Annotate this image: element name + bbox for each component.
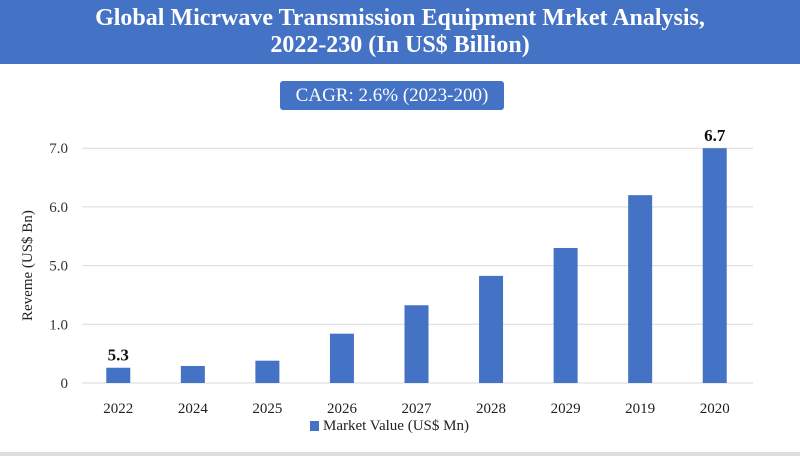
- x-tick-label: 2022: [103, 401, 133, 417]
- legend-label: Market Value (US$ Mn): [323, 418, 469, 434]
- x-tick-label: 2028: [476, 401, 506, 417]
- data-label: 5.3: [108, 346, 129, 365]
- x-tick-label: 2020: [700, 401, 730, 417]
- x-tick-label: 2025: [252, 401, 282, 417]
- bar-2025: [255, 360, 280, 383]
- x-tick-label: 2027: [402, 401, 433, 417]
- y-axis-label: Reveme (US$ Bn): [20, 210, 36, 321]
- bottom-border: [0, 452, 800, 456]
- bar-2024: [180, 365, 205, 383]
- bar-2029: [553, 247, 578, 383]
- y-tick-label: 1.0: [49, 317, 68, 333]
- y-tick-label: 7.0: [49, 141, 68, 157]
- bar-2028: [479, 275, 504, 383]
- bar-2022: [106, 367, 131, 383]
- chart-title-line2: 2022-230 (In US$ Billion): [270, 32, 530, 58]
- x-tick-label: 2024: [178, 401, 209, 417]
- cagr-badge: CAGR: 2.6% (2023-200): [280, 81, 504, 110]
- chart-title-line1: Global Micrwave Transmission Equipment M…: [95, 5, 705, 31]
- title-banner: Global Micrwave Transmission Equipment M…: [0, 0, 800, 64]
- bar-2020: [702, 148, 727, 383]
- bar-2026: [329, 333, 354, 383]
- x-tick-label: 2029: [551, 401, 581, 417]
- y-tick-label: 0: [61, 376, 69, 392]
- x-tick-label: 2019: [625, 401, 655, 417]
- bar-2027: [404, 305, 429, 383]
- x-tick-label: 2026: [327, 401, 358, 417]
- bar-2019: [628, 195, 653, 383]
- bar-chart: 0 1.0 5.0 6.0 7.0 Reveme (US$ Bn) 2022 5.3 2024 2…: [20, 126, 753, 434]
- data-label: 6.7: [704, 126, 726, 145]
- y-tick-label: 5.0: [49, 259, 68, 275]
- legend-swatch: [310, 421, 319, 431]
- y-tick-label: 6.0: [49, 200, 68, 216]
